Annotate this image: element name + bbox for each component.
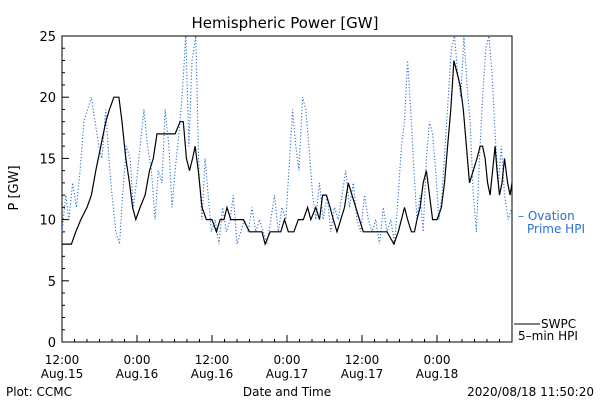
x-tick-time-label: 0:00: [424, 353, 451, 367]
y-tick-label: 5: [48, 275, 56, 290]
legend-ovation-line1: – Ovation: [518, 209, 575, 223]
x-tick-date-label: Aug.17: [341, 367, 384, 381]
x-tick-date-label: Aug.18: [416, 367, 459, 381]
legend-swpc-line1: SWPC: [541, 317, 576, 331]
x-tick-time-label: 12:00: [345, 353, 380, 367]
legend-ovation-line2: Prime HPI: [527, 222, 585, 236]
x-tick-time-label: 0:00: [124, 353, 151, 367]
legend: – Ovation Prime HPI SWPC 5–min HPI: [514, 209, 585, 343]
x-tick-date-label: Aug.16: [116, 367, 159, 381]
series-ovation-line: [61, 35, 513, 245]
series-swpc-line: [62, 60, 513, 247]
x-tick-date-label: Aug.17: [266, 367, 309, 381]
series-lines: [61, 35, 513, 247]
y-tick-label: 15: [39, 152, 56, 167]
x-tick-date-label: Aug.16: [191, 367, 234, 381]
y-tick-label: 20: [39, 91, 56, 106]
footer-x-axis-label: Date and Time: [243, 385, 331, 399]
chart-title: Hemispheric Power [GW]: [192, 14, 379, 32]
legend-swpc-line2: 5–min HPI: [518, 329, 578, 343]
y-axis-label: P [GW]: [7, 165, 22, 210]
footer-plot-credit: Plot: CCMC: [6, 385, 72, 399]
x-tick-time-label: 0:00: [274, 353, 301, 367]
y-tick-label: 10: [39, 214, 56, 229]
footer-timestamp: 2020/08/18 11:50:20: [467, 385, 594, 399]
x-tick-time-label: 12:00: [45, 353, 80, 367]
x-axis-ticks: 12:00Aug.150:00Aug.1612:00Aug.160:00Aug.…: [41, 335, 500, 381]
x-tick-time-label: 12:00: [195, 353, 230, 367]
plot-frame: [61, 35, 513, 343]
y-axis-ticks: 0 5 10 15 20 25: [39, 30, 69, 351]
y-tick-label: 25: [39, 30, 56, 45]
y-tick-label: 0: [48, 336, 56, 351]
plot-area: [61, 35, 513, 343]
x-tick-date-label: Aug.15: [41, 367, 84, 381]
